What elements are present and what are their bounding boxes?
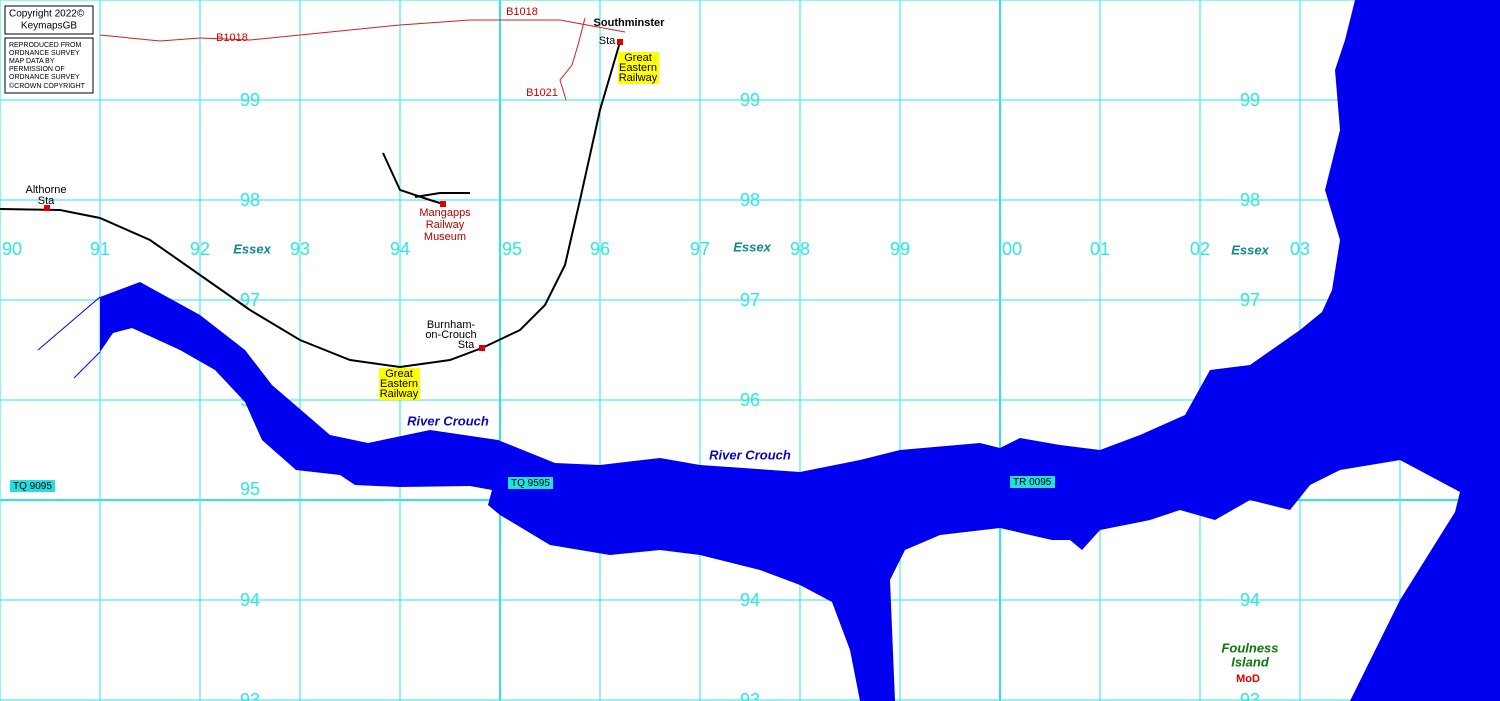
railway-label: Great [624,52,652,64]
northing-label: 97 [1240,290,1260,310]
northing-label: 97 [740,290,760,310]
easting-label: 96 [590,239,610,259]
place-label: on-Crouch [425,329,476,341]
easting-label: 95 [502,239,522,259]
notice: ©CROWN COPYRIGHT [9,82,86,90]
northing-label: 99 [740,90,760,110]
notice: PERMISSION OF [9,66,65,73]
northing-label: 95 [240,479,260,499]
railway-label: Eastern [380,378,418,390]
northing-label: 93 [740,690,760,701]
easting-label: 99 [890,239,910,259]
grid-refs: TQ 9095 TQ 9595 TR 0095 [10,476,1055,492]
northing-label: 94 [1240,590,1260,610]
county-label: Essex [233,241,271,256]
easting-label: 02 [1190,239,1210,259]
notice-box [4,37,94,94]
railway-line [0,41,621,369]
northing-label: 99 [240,90,260,110]
place-label: Sta [38,195,55,207]
easting-label: 03 [1290,239,1310,259]
notice: ORDNANCE SURVEY [9,74,80,81]
railway-label-box [618,52,659,84]
grid-ref-box [10,480,55,492]
river-label: River Crouch [709,447,791,462]
island-label: Foulness [1221,640,1278,655]
northing-label: 97 [240,290,260,310]
easting-label: 01 [1090,239,1110,259]
grid-ref: TQ 9095 [13,481,52,492]
easting-label: 92 [190,239,210,259]
stations [44,39,623,351]
station [440,201,446,207]
notice: ORDNANCE SURVEY [9,50,80,57]
road-label: B1018 [216,32,248,44]
place-label: Sta [599,35,616,47]
station [479,345,485,351]
island-label: Island [1231,654,1270,669]
grid-ref-box [508,477,553,489]
northing-label: 98 [240,190,260,210]
copyright-box [4,5,94,35]
northing-label: 96 [740,390,760,410]
grid-ref: TR 0095 [1013,477,1052,488]
easting-label: 91 [90,239,110,259]
water [100,0,1500,701]
northing-label: 93 [1240,690,1260,701]
notice: REPRODUCED FROM [9,42,82,49]
easting-label: 94 [390,239,410,259]
museum-label: Mangapps [419,207,471,219]
railway-label: Railway [619,72,658,84]
county-label: Essex [1231,242,1269,257]
copyright: KeymapsGB [21,21,77,32]
easting-label: 90 [2,239,22,259]
museum-label: Railway [426,219,465,231]
railway-label: Railway [380,388,419,400]
mod-label: MoD [1236,673,1260,685]
notice: MAP DATA BY [9,58,55,65]
northing-label: 94 [240,590,260,610]
grid-ref-box [1010,476,1055,488]
railway-label: Great [385,368,413,380]
northing-label: 98 [740,190,760,210]
station [617,39,623,45]
easting-label: 97 [690,239,710,259]
northing-label: 98 [1240,190,1260,210]
road-label: B1018 [506,6,538,18]
river-label: River Crouch [407,413,489,428]
place-label: Althorne [26,184,67,196]
road [99,17,626,101]
easting-label: 00 [1002,239,1022,259]
northing-label: 94 [740,590,760,610]
grid-ref: TQ 9595 [511,478,550,489]
northing-label: 99 [1240,90,1260,110]
railway-label: Eastern [619,62,657,74]
station [44,205,50,211]
place-label: Burnham- [427,319,476,331]
museum-label: Museum [424,231,466,243]
place-label: Southminster [594,17,666,29]
copyright: Copyright 2022© [9,9,85,20]
easting-label: 98 [790,239,810,259]
place-label: Sta [458,339,475,351]
railway-label-box [379,368,420,400]
northing-label: 93 [240,690,260,701]
county-label: Essex [733,239,771,254]
water-edge [37,296,101,379]
road-label: B1021 [526,87,558,99]
easting-label: 93 [290,239,310,259]
